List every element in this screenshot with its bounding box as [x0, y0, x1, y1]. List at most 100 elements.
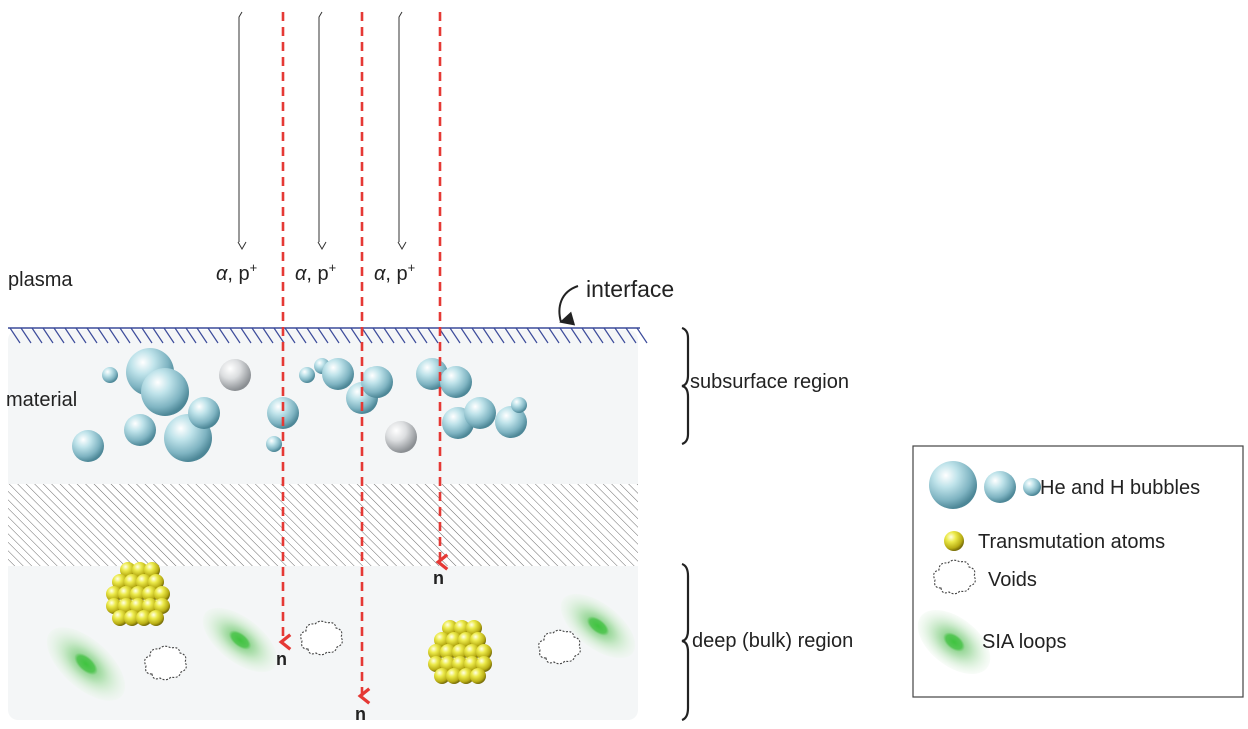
interface-hatch-tick	[86, 327, 98, 344]
interface-hatch-tick	[185, 327, 197, 344]
transmutation-atom	[124, 574, 140, 590]
transmutation-atom	[142, 586, 158, 602]
blue-bubble	[495, 406, 527, 438]
transmutation-atom	[440, 656, 456, 672]
interface-hatch-tick	[229, 327, 241, 344]
interface-hatch-tick	[130, 327, 142, 344]
transmutation-atom	[476, 656, 492, 672]
interface-hatch-tick	[251, 327, 263, 344]
sia-loop-3	[560, 593, 636, 659]
interface-hatch-tick	[284, 327, 296, 344]
transmutation-atom	[148, 610, 164, 626]
interface-hatch-tick	[416, 327, 428, 344]
interface-hatch-tick	[273, 327, 285, 344]
voids-bulk	[144, 620, 581, 681]
interface-hatch-tick	[405, 327, 417, 344]
legend-void-icon	[933, 559, 976, 595]
alpha-symbol: α	[216, 263, 228, 285]
interface-hatch-tick	[108, 327, 120, 344]
interface-hatch-tick	[9, 327, 21, 344]
interface-hatch-tick	[317, 327, 329, 344]
blue-bubble	[299, 367, 315, 383]
bubbles-subsurface	[72, 348, 527, 462]
interface-hatch-tick	[350, 327, 362, 344]
transmutation-cluster-2	[428, 620, 492, 684]
transmutation-atom	[476, 644, 492, 660]
wavy-arrow-1	[238, 11, 243, 242]
legend-sia-loops-label: SIA loops	[982, 631, 1067, 653]
blue-bubble	[322, 358, 354, 390]
blue-bubble	[464, 397, 496, 429]
interface-hatch-tick	[97, 327, 109, 344]
void-3	[538, 629, 581, 665]
transmutation-atom	[464, 656, 480, 672]
interface-hatch-tick	[20, 327, 32, 344]
interface-hatch-tick	[306, 327, 318, 344]
material-label: material	[6, 389, 77, 411]
interface-hatch-tick	[339, 327, 351, 344]
transmutation-atom	[118, 586, 134, 602]
transmutation-atom	[136, 610, 152, 626]
blue-bubble	[266, 436, 282, 452]
transmutation-atom	[124, 610, 140, 626]
legend: He and H bubbles Transmutation atoms Voi…	[912, 445, 1244, 698]
blue-bubble	[440, 366, 472, 398]
legend-bubbles-label: He and H bubbles	[1040, 477, 1200, 499]
legend-voids-label: Voids	[988, 569, 1037, 591]
interface-hatch-tick	[526, 327, 538, 344]
transmutation-atom	[136, 574, 152, 590]
interface-hatch-tick	[603, 327, 615, 344]
plasma-label: plasma	[8, 269, 73, 291]
transmutation-atom	[148, 574, 164, 590]
interface-hatch-tick	[592, 327, 604, 344]
subsurface-brace	[681, 326, 690, 446]
neutron-label-3: n	[433, 568, 444, 588]
particle-label-3: α, p+	[374, 260, 415, 285]
proton-text: , p	[227, 263, 249, 285]
interface-hatch-tick	[559, 327, 571, 344]
interface-hatch-tick	[504, 327, 516, 344]
sia-loop-2	[202, 607, 278, 673]
interface-hatch-tick	[31, 327, 43, 344]
interface-hatch-tick	[636, 327, 648, 344]
interface-hatch-tick	[218, 327, 230, 344]
transmutation-atom	[470, 668, 486, 684]
transmutation-atom	[434, 632, 450, 648]
interface-hatch-tick	[174, 327, 186, 344]
legend-transmutation-icon	[944, 531, 964, 551]
interface-surface	[8, 327, 648, 344]
alpha-symbol: α	[295, 263, 307, 285]
wavy-arrow-2	[318, 11, 323, 242]
blue-bubble	[72, 430, 104, 462]
interface-hatch-tick	[515, 327, 527, 344]
transmutation-atom	[106, 598, 122, 614]
legend-bubble-small-icon	[1023, 478, 1041, 496]
interface-hatch-tick	[625, 327, 637, 344]
interface-hatch-tick	[196, 327, 208, 344]
grey-bubble	[219, 359, 251, 391]
transmutation-atom	[106, 586, 122, 602]
wavy-arrowhead-3	[397, 241, 407, 251]
neutron-label-1: n	[276, 649, 287, 669]
transmutation-clusters	[106, 562, 492, 684]
void-2	[300, 620, 343, 656]
alpha-symbol: α	[374, 263, 386, 285]
legend-bubble-medium-icon	[984, 471, 1016, 503]
particle-labels: α, p+ α, p+ α, p+	[216, 260, 415, 285]
interface-hatch-tick	[361, 327, 373, 344]
transmutation-atom	[452, 644, 468, 660]
neutron-arrows	[278, 12, 449, 705]
interface-hatch-tick	[482, 327, 494, 344]
blue-bubble	[188, 397, 220, 429]
transition-band	[8, 484, 638, 566]
transmutation-atom	[464, 644, 480, 660]
transmutation-atom	[130, 586, 146, 602]
proton-text: , p	[306, 263, 328, 285]
blue-bubble	[361, 366, 393, 398]
proton-sup: +	[329, 260, 337, 275]
interface-hatch-tick	[493, 327, 505, 344]
transmutation-atom	[428, 656, 444, 672]
interface-hatch-tick	[53, 327, 65, 344]
transmutation-cluster-1	[106, 562, 170, 626]
